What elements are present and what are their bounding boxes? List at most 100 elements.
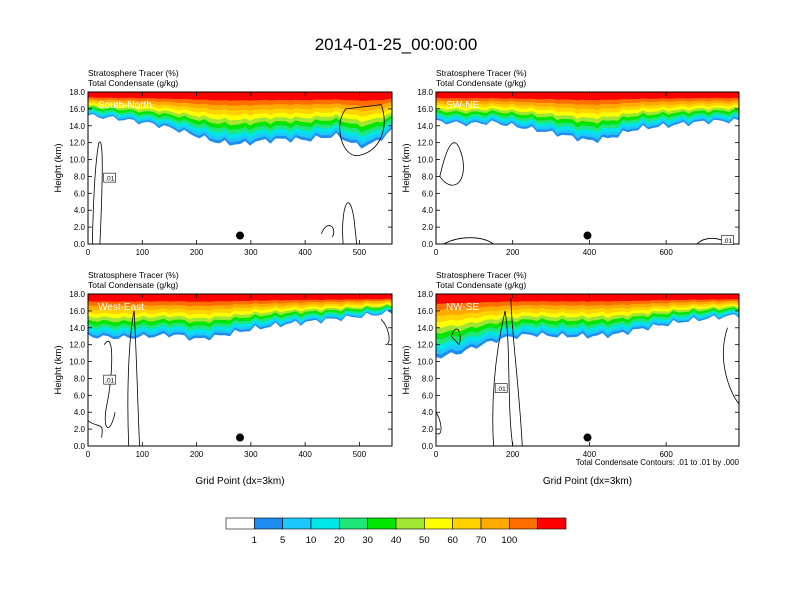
colorbar-label: 5: [280, 535, 285, 546]
x-tick-label: 300: [244, 450, 258, 459]
y-tick-label: 8.0: [74, 374, 86, 383]
y-axis-label: Height (km): [53, 143, 64, 192]
contour-label-box: [103, 172, 117, 183]
colorbar-swatch: [254, 517, 283, 530]
y-tick-label: 2.0: [422, 425, 434, 434]
panel-title: South-North: [98, 100, 152, 111]
contour-line: [443, 237, 494, 244]
x-tick-label: 300: [244, 248, 258, 257]
y-tick-label: 14.0: [417, 122, 433, 131]
y-tick-label: 2.0: [74, 425, 86, 434]
tracer-field: [88, 294, 392, 341]
tracer-band: [88, 294, 392, 302]
y-tick-label: 0.0: [422, 240, 434, 249]
y-tick-label: 0.0: [74, 240, 86, 249]
contour-label-text: .01: [105, 176, 114, 183]
colorbar-swatch: [310, 517, 340, 530]
colorbar-swatch: [395, 517, 425, 530]
contour-line: [510, 298, 523, 446]
contour-line: [103, 341, 116, 428]
panel-header-line: Total Condensate (g/kg): [88, 280, 178, 290]
y-tick-label: 16.0: [417, 307, 433, 316]
plot-frame: [87, 91, 393, 245]
panel-nw-se: 0 200 400 600 0.0 2.0 4.0 6.0 8.0 10.0 12.0 14.0 16.…: [401, 270, 740, 487]
contour-label: .01: [494, 383, 508, 393]
colorbar-swatch: [367, 517, 397, 530]
x-tick-label: 100: [136, 450, 150, 459]
panel-header-line: Stratosphere Tracer (%): [88, 68, 179, 78]
y-tick-label: 6.0: [422, 391, 434, 400]
colorbar: 1 5 10 20 30 40 50 60 70 100: [225, 517, 567, 546]
panel-header-line: Stratosphere Tracer (%): [88, 270, 179, 280]
x-tick-label: 400: [298, 450, 312, 459]
figure-title: 2014-01-25_00:00:00: [315, 35, 478, 54]
panel-header-line: Total Condensate (g/kg): [436, 280, 526, 290]
y-tick-label: 14.0: [417, 324, 433, 333]
y-tick-label: 16.0: [417, 105, 433, 114]
y-tick-label: 16.0: [69, 105, 85, 114]
contour-line: [439, 142, 464, 186]
condensate-contours: [439, 142, 728, 244]
y-tick-label: 12.0: [69, 139, 85, 148]
y-tick-label: 10.0: [417, 358, 433, 367]
plot-frame: [87, 293, 393, 447]
y-tick-label: 4.0: [74, 408, 86, 417]
colorbar-label: 1: [252, 535, 257, 546]
y-tick-label: 8.0: [422, 172, 434, 181]
y-tick-label: 12.0: [69, 341, 85, 350]
colorbar-label: 60: [447, 535, 458, 546]
y-tick-label: 0.0: [74, 442, 86, 451]
y-tick-label: 18.0: [417, 88, 433, 97]
contour-line: [380, 319, 390, 346]
y-tick-label: 6.0: [74, 391, 86, 400]
contour-line: [91, 141, 103, 244]
plot-frame: [435, 91, 740, 245]
condensate-contours: [88, 310, 390, 446]
y-tick-label: 18.0: [417, 290, 433, 299]
contour-label-text: .01: [105, 378, 114, 385]
y-tick-label: 12.0: [417, 341, 433, 350]
contour-line: [723, 327, 739, 405]
colorbar-swatch: [282, 517, 312, 530]
contour-label: .01: [103, 172, 117, 183]
panel-title: West-East: [98, 302, 144, 313]
panel-header-line: Stratosphere Tracer (%): [436, 270, 527, 280]
x-tick-label: 600: [659, 248, 673, 257]
x-axis-label: Grid Point (dx=3km): [543, 476, 632, 487]
y-tick-label: 10.0: [417, 156, 433, 165]
colorbar-label: 100: [501, 535, 517, 546]
x-tick-label: 0: [434, 450, 439, 459]
tracer-band: [88, 92, 392, 101]
x-tick-label: 500: [353, 248, 367, 257]
y-tick-label: 16.0: [69, 307, 85, 316]
colorbar-swatch: [452, 517, 482, 530]
y-tick-label: 6.0: [74, 189, 86, 198]
x-tick-label: 0: [86, 450, 91, 459]
colorbar-label: 30: [362, 535, 373, 546]
y-tick-label: 2.0: [422, 223, 434, 232]
tracer-field: [436, 294, 739, 359]
tracer-band: [436, 92, 739, 101]
colorbar-swatch: [537, 517, 567, 530]
contour-line: [342, 202, 358, 244]
panel-south-north: 0 100 200 300 400 500 0.0 2.0 4.0 6.0 8.0 10.0 12.0 1…: [53, 68, 393, 257]
y-axis-label: Height (km): [53, 345, 64, 394]
x-tick-label: 400: [298, 248, 312, 257]
condensate-contours: [91, 104, 385, 244]
contour-note: Total Condensate Contours: .01 to .01 by…: [576, 458, 740, 467]
colorbar-swatch: [480, 517, 510, 530]
y-tick-label: 12.0: [417, 139, 433, 148]
colorbar-swatch: [509, 517, 538, 530]
y-axis-label: Height (km): [401, 345, 412, 394]
x-tick-label: 200: [506, 450, 520, 459]
contour-label: .01: [721, 235, 734, 245]
contour-label-text: .01: [497, 386, 506, 393]
panel-title: SW-NE: [446, 100, 479, 111]
location-marker: [583, 231, 592, 240]
colorbar-label: 10: [306, 535, 317, 546]
contour-line: [339, 104, 385, 156]
x-tick-label: 400: [583, 248, 597, 257]
colorbar-swatch: [424, 517, 453, 530]
tracer-field: [88, 92, 392, 149]
